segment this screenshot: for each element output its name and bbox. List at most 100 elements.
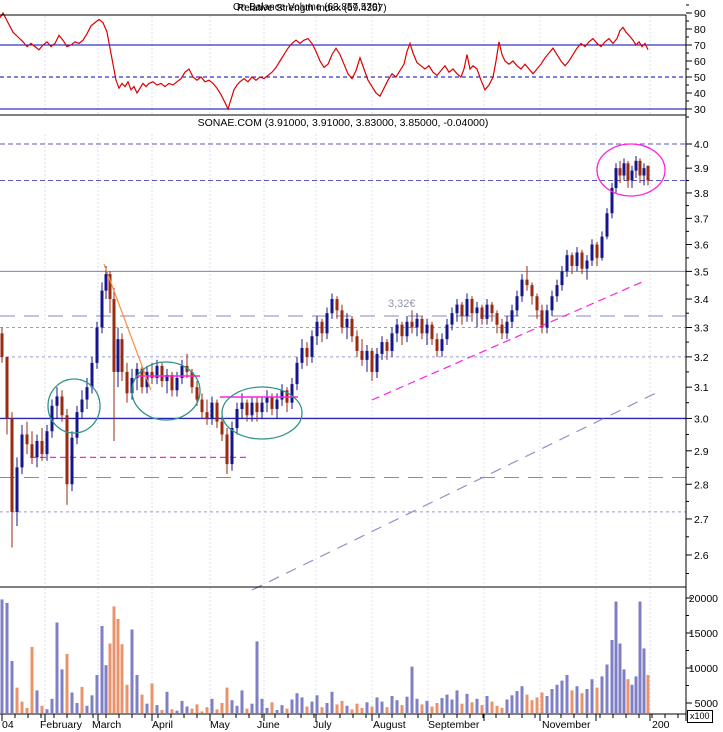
volume-bar xyxy=(240,690,244,713)
volume-bar xyxy=(200,711,204,713)
volume-bar xyxy=(70,692,74,713)
candle-body xyxy=(215,402,219,422)
volume-bar xyxy=(480,705,484,713)
volume-bar xyxy=(50,698,54,713)
volume-bar xyxy=(445,694,449,713)
volume-bar xyxy=(335,704,339,713)
candle-body xyxy=(638,160,642,176)
volume-bar xyxy=(10,661,14,713)
candle-body xyxy=(305,347,309,357)
rsi-axis-label: 70 xyxy=(694,40,706,52)
candle-body xyxy=(340,310,344,328)
candle-body xyxy=(265,396,269,403)
candle-body xyxy=(240,402,244,409)
candle-body xyxy=(108,274,112,300)
candle-body xyxy=(590,244,594,261)
price-axis-label: 2.9 xyxy=(694,446,709,458)
candle-body xyxy=(560,271,564,286)
volume-bar xyxy=(490,701,494,713)
candle-body xyxy=(190,371,194,388)
candle-body xyxy=(70,437,74,485)
candle-body xyxy=(30,444,34,458)
candle-body xyxy=(170,374,174,391)
candle-body xyxy=(600,236,604,258)
candle-body xyxy=(200,399,204,413)
volume-bar xyxy=(370,706,374,713)
volume-bar xyxy=(160,710,164,713)
volume-bar xyxy=(380,701,384,713)
candle-body xyxy=(125,371,129,394)
trendline xyxy=(371,281,643,401)
volume-bar xyxy=(634,676,638,713)
candle-body xyxy=(646,165,650,181)
volume-bar xyxy=(475,698,479,713)
volume-bar xyxy=(340,700,344,713)
volume-bar xyxy=(400,705,404,713)
volume-bar xyxy=(510,695,514,713)
candle-body xyxy=(535,296,539,311)
rsi-axis-label: 40 xyxy=(694,88,706,100)
volume-bar xyxy=(100,626,104,713)
volume-bar xyxy=(470,702,474,713)
rsi-axis-label: 80 xyxy=(694,24,706,36)
volume-bar xyxy=(25,707,29,713)
volume-bar xyxy=(295,693,299,713)
volume-bar xyxy=(255,641,259,713)
price-axis-label: 2.6 xyxy=(694,550,709,562)
candle-body xyxy=(25,434,29,445)
volume-bar xyxy=(140,694,144,713)
volume-bar xyxy=(485,696,489,713)
annotation-ellipse xyxy=(131,361,201,421)
volume-bar xyxy=(220,703,224,713)
candle-body xyxy=(540,310,544,328)
volume-bar xyxy=(530,700,534,713)
candle-body xyxy=(355,336,359,351)
month-label: 200 xyxy=(652,719,670,731)
volume-bar xyxy=(5,602,9,713)
volume-bar xyxy=(350,709,354,713)
volume-bar xyxy=(570,690,574,713)
volume-bar xyxy=(626,679,630,713)
volume-bar xyxy=(575,686,579,713)
volume-bar xyxy=(35,690,39,713)
volume-bar xyxy=(540,692,544,713)
volume-bar xyxy=(320,707,324,713)
volume-bar xyxy=(85,705,89,713)
candle-body xyxy=(570,255,574,266)
candle-body xyxy=(525,279,529,286)
candle-body xyxy=(165,374,169,382)
candle-body xyxy=(45,431,49,455)
month-label: August xyxy=(373,719,406,731)
vol-axis-label: 20000 xyxy=(689,593,718,605)
volume-bar xyxy=(205,707,209,713)
volume-bar xyxy=(215,709,219,713)
volume-bar xyxy=(95,675,99,713)
candle-body xyxy=(642,168,646,176)
volume-bar xyxy=(60,669,64,713)
candle-body xyxy=(275,399,279,409)
candle-body xyxy=(460,304,464,317)
candle-body xyxy=(585,260,589,269)
candle-body xyxy=(375,353,379,372)
indicator-title-rsi: Relative Strength Index (69.4357) xyxy=(237,3,387,14)
candle-body xyxy=(95,327,99,363)
volume-bar xyxy=(565,675,569,713)
candle-body xyxy=(485,304,489,319)
volume-bar xyxy=(185,706,189,713)
volume-bar xyxy=(145,703,149,713)
volume-bar xyxy=(610,640,614,713)
annotation-ellipse xyxy=(221,386,303,440)
candle-body xyxy=(205,412,209,419)
volume-bar xyxy=(535,697,539,713)
month-label: May xyxy=(210,719,231,731)
volume-bar xyxy=(560,680,564,713)
volume-bar xyxy=(150,683,154,713)
candle-body xyxy=(555,285,559,297)
candle-body xyxy=(345,318,349,328)
volume-bar xyxy=(90,695,94,713)
candle-body xyxy=(425,324,429,334)
annotation-ellipse xyxy=(596,143,666,197)
candle-body xyxy=(435,339,439,351)
candle-body xyxy=(10,418,14,512)
